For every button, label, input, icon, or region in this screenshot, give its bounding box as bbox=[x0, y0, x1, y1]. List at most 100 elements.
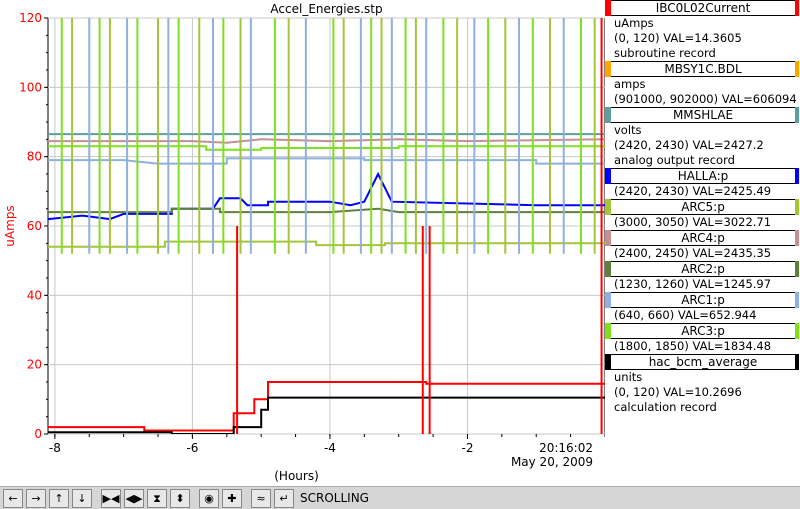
legend-trace-label: HALLA:p bbox=[677, 169, 729, 183]
legend-trace-name[interactable]: hac_bcm_average bbox=[605, 354, 799, 370]
legend-color-swatch bbox=[605, 168, 611, 184]
series-line-arc3-p bbox=[48, 145, 605, 151]
legend-range-val: (901000, 902000) VAL=606094 bbox=[614, 92, 797, 106]
legend-trace-name[interactable]: ARC1:p bbox=[605, 292, 799, 308]
legend-entry[interactable]: MMSHLAE volts (2420, 2430) VAL=2427.2 analo… bbox=[605, 107, 800, 168]
legend-trace-label: ARC1:p bbox=[681, 293, 725, 307]
legend-entry[interactable]: IBC0L02Current uAmps (0, 120) VAL=14.3605 s… bbox=[605, 0, 800, 61]
arrow-right-icon: → bbox=[31, 491, 41, 505]
legend-record: subroutine record bbox=[614, 46, 716, 60]
y-axis-label: uAmps bbox=[3, 205, 17, 246]
return-button[interactable]: ↵ bbox=[274, 488, 294, 508]
trend-plot[interactable]: Accel_Energies.stp 0 20 40 60 80 100 120 -8 -6 -4 -… bbox=[0, 0, 605, 486]
legend-trace-name[interactable]: ARC4:p bbox=[605, 230, 799, 246]
legend-color-swatch bbox=[795, 0, 799, 16]
zoom-in-x-icon: ▶◀ bbox=[102, 491, 120, 505]
legend-trace-label: ARC3:p bbox=[681, 324, 725, 338]
x-tick-label: -8 bbox=[49, 441, 61, 455]
legend-entry[interactable]: ARC4:p (2400, 2450) VAL=2435.35 bbox=[605, 230, 800, 261]
series-line-ibc0l02current bbox=[48, 381, 605, 432]
legend-color-swatch bbox=[795, 292, 799, 308]
x-tick-label: -2 bbox=[461, 441, 473, 455]
zoom-out-x-button[interactable]: ◀▶ bbox=[124, 488, 144, 508]
zoom-in-x-button[interactable]: ▶◀ bbox=[101, 488, 121, 508]
x-axis-label: (Hours) bbox=[274, 469, 319, 483]
y-tick-label: 20 bbox=[27, 358, 42, 372]
scroll-right-button[interactable]: → bbox=[26, 488, 46, 508]
legend-trace-name[interactable]: MBSY1C.BDL bbox=[605, 61, 799, 77]
legend-unit: volts bbox=[614, 123, 642, 137]
legend-entry[interactable]: ARC5:p (3000, 3050) VAL=3022.71 bbox=[605, 199, 800, 230]
x-tick-label: -4 bbox=[324, 441, 336, 455]
legend-trace-name[interactable]: MMSHLAE bbox=[605, 107, 799, 123]
legend-range-val: (0, 120) VAL=14.3605 bbox=[614, 31, 742, 45]
legend-entry[interactable]: ARC1:p (640, 660) VAL=652.944 bbox=[605, 292, 800, 323]
wave-icon: ≈ bbox=[256, 491, 266, 505]
series-line-hac-bcm-average bbox=[48, 396, 605, 434]
legend-color-swatch bbox=[795, 354, 799, 370]
legend-trace-name[interactable]: ARC3:p bbox=[605, 323, 799, 339]
legend-unit: uAmps bbox=[614, 16, 654, 30]
legend-trace-label: MBSY1C.BDL bbox=[664, 62, 742, 76]
legend-color-swatch bbox=[795, 168, 799, 184]
legend-entry[interactable]: HALLA:p (2420, 2430) VAL=2425.49 bbox=[605, 168, 800, 199]
series-line-arc4-p bbox=[48, 138, 605, 144]
legend-range-val: (2420, 2430) VAL=2427.2 bbox=[614, 138, 764, 152]
arrow-down-icon: ↓ bbox=[77, 491, 87, 505]
scroll-left-button[interactable]: ← bbox=[3, 488, 23, 508]
zoom-out-x-icon: ◀▶ bbox=[125, 491, 143, 505]
circle-icon: ◉ bbox=[204, 491, 214, 505]
legend-trace-label: ARC2:p bbox=[681, 262, 725, 276]
legend-color-swatch bbox=[605, 0, 611, 16]
legend-entry[interactable]: ARC3:p (1800, 1850) VAL=1834.48 bbox=[605, 323, 800, 354]
legend-color-swatch bbox=[795, 107, 799, 123]
legend-entry[interactable]: ARC2:p (1230, 1260) VAL=1245.97 bbox=[605, 261, 800, 292]
legend-unit: units bbox=[614, 370, 643, 384]
chart-title: Accel_Energies.stp bbox=[270, 2, 382, 16]
zoom-in-y-icon: ⧗ bbox=[153, 491, 161, 505]
arrow-left-icon: ← bbox=[8, 491, 18, 505]
legend-color-swatch bbox=[605, 61, 611, 77]
legend-trace-label: MMSHLAE bbox=[672, 108, 734, 122]
zoom-out-y-button[interactable]: ⬍ bbox=[170, 488, 190, 508]
legend-color-swatch bbox=[795, 199, 799, 215]
legend-trace-name[interactable]: ARC5:p bbox=[605, 199, 799, 215]
legend-range-val: (2420, 2430) VAL=2425.49 bbox=[614, 184, 772, 198]
legend-trace-name[interactable]: IBC0L02Current bbox=[605, 0, 799, 16]
series-line-halla-p bbox=[48, 171, 605, 221]
legend-range-val: (2400, 2450) VAL=2435.35 bbox=[614, 246, 772, 260]
y-tick-label: 0 bbox=[34, 427, 42, 441]
legend-range-val: (0, 120) VAL=10.2696 bbox=[614, 385, 742, 399]
legend-trace-label: ARC5:p bbox=[681, 200, 725, 214]
legend-trace-name[interactable]: ARC2:p bbox=[605, 261, 799, 277]
legend-trace-name[interactable]: HALLA:p bbox=[605, 168, 799, 184]
legend-color-swatch bbox=[605, 199, 611, 215]
toolbar: ← → ↑ ↓ ▶◀ ◀▶ ⧗ ⬍ ◉ ✚ ≈ ↵ SCROLLING bbox=[0, 486, 800, 509]
legend-color-swatch bbox=[795, 61, 799, 77]
legend-range-val: (1230, 1260) VAL=1245.97 bbox=[614, 277, 772, 291]
legend-trace-label: hac_bcm_average bbox=[648, 355, 758, 369]
timestamp-label: 20:16:02 bbox=[539, 441, 593, 455]
legend-color-swatch bbox=[605, 323, 611, 339]
y-tick-label: 60 bbox=[27, 219, 42, 233]
plus-icon: ✚ bbox=[227, 491, 237, 505]
scroll-up-button[interactable]: ↑ bbox=[49, 488, 69, 508]
y-tick-label: 40 bbox=[27, 288, 42, 302]
series-line-arc1-p bbox=[48, 157, 605, 165]
zoom-out-y-icon: ⬍ bbox=[175, 491, 185, 505]
legend-range-val: (1800, 1850) VAL=1834.48 bbox=[614, 339, 772, 353]
config-button[interactable]: ≈ bbox=[251, 488, 271, 508]
legend-panel: IBC0L02Current uAmps (0, 120) VAL=14.3605 s… bbox=[605, 0, 800, 486]
scroll-down-button[interactable]: ↓ bbox=[72, 488, 92, 508]
legend-record: calculation record bbox=[614, 400, 717, 414]
legend-entry[interactable]: MBSY1C.BDL amps (901000, 902000) VAL=60609… bbox=[605, 61, 800, 107]
arrow-up-icon: ↑ bbox=[54, 491, 64, 505]
scrolling-mode-label: SCROLLING bbox=[300, 491, 369, 505]
y-tick-label: 80 bbox=[27, 150, 42, 164]
legend-color-swatch bbox=[795, 323, 799, 339]
add-trace-button[interactable]: ✚ bbox=[222, 488, 242, 508]
legend-color-swatch bbox=[795, 230, 799, 246]
zoom-in-y-button[interactable]: ⧗ bbox=[147, 488, 167, 508]
auto-scale-button[interactable]: ◉ bbox=[199, 488, 219, 508]
